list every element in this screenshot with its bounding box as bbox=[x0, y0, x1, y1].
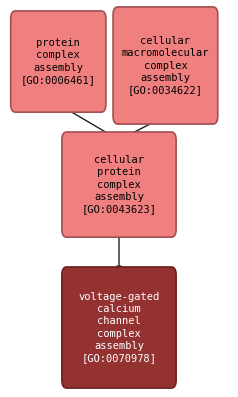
Text: protein
complex
assembly
[GO:0006461]: protein complex assembly [GO:0006461] bbox=[21, 38, 96, 85]
FancyBboxPatch shape bbox=[62, 132, 176, 237]
Text: voltage-gated
calcium
channel
complex
assembly
[GO:0070978]: voltage-gated calcium channel complex as… bbox=[78, 291, 160, 364]
FancyBboxPatch shape bbox=[113, 7, 218, 124]
FancyBboxPatch shape bbox=[11, 11, 106, 112]
Text: cellular
macromolecular
complex
assembly
[GO:0034622]: cellular macromolecular complex assembly… bbox=[122, 36, 209, 95]
Text: cellular
protein
complex
assembly
[GO:0043623]: cellular protein complex assembly [GO:00… bbox=[81, 155, 157, 214]
FancyBboxPatch shape bbox=[62, 267, 176, 388]
